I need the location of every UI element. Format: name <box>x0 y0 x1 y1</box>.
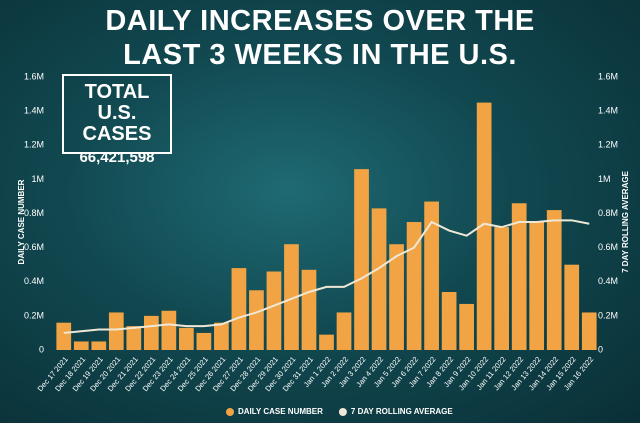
y-tick-label: 0.6M <box>24 242 44 252</box>
bar <box>476 102 492 350</box>
bar <box>56 322 72 350</box>
y2-tick-label: 0.8M <box>598 208 618 218</box>
y-tick-label: 1M <box>31 174 44 184</box>
bar <box>143 315 159 350</box>
y-tick-label: 1.6M <box>24 71 44 81</box>
bar <box>284 244 299 350</box>
total-value: 66,421,598 <box>79 149 155 166</box>
y-tick-label: 0.4M <box>24 276 44 286</box>
bar <box>214 322 229 350</box>
total-label: TOTAL U.S. CASES <box>82 81 152 145</box>
bar <box>91 341 107 350</box>
y2-tick-label: 1M <box>598 174 611 184</box>
bar <box>249 290 264 350</box>
bar <box>546 210 562 350</box>
bar <box>266 271 282 350</box>
chart-title: DAILY INCREASES OVER THE LAST 3 WEEKS IN… <box>105 5 535 71</box>
y2-axis-label: 7 DAY ROLLING AVERAGE <box>621 170 630 272</box>
bar <box>529 222 545 350</box>
y-tick-label: 1.2M <box>24 140 44 150</box>
bar <box>581 312 597 350</box>
y2-tick-label: 0 <box>598 344 603 354</box>
bar <box>196 332 212 350</box>
bar <box>319 334 334 350</box>
y2-tick-label: 0.4M <box>598 276 618 286</box>
bar <box>179 327 194 350</box>
legend-swatch <box>226 408 234 416</box>
bar <box>441 291 457 350</box>
y2-tick-label: 0.2M <box>598 310 618 320</box>
bar <box>336 312 352 350</box>
y-tick-label: 0.8M <box>24 208 44 218</box>
bar <box>389 244 404 350</box>
bar <box>371 208 387 350</box>
bar <box>161 310 177 350</box>
bar <box>301 269 317 350</box>
bar <box>459 303 474 350</box>
bar <box>406 222 422 350</box>
bar <box>494 227 510 350</box>
bar <box>126 326 142 350</box>
bar <box>231 268 247 350</box>
y-axis-label: DAILY CASE NUMBER <box>17 179 26 264</box>
y2-tick-label: 1.6M <box>598 71 618 81</box>
y-tick-label: 0.2M <box>24 310 44 320</box>
bar <box>73 341 89 350</box>
y2-tick-label: 0.6M <box>598 242 618 252</box>
y2-tick-label: 1.2M <box>598 140 618 150</box>
bar <box>354 169 369 350</box>
bar <box>424 201 439 350</box>
y-tick-label: 1.4M <box>24 106 44 116</box>
bar <box>108 312 124 350</box>
legend-swatch <box>338 408 347 416</box>
y-tick-label: 0 <box>39 344 44 354</box>
rolling-average-line <box>63 219 590 334</box>
legend-label: DAILY CASE NUMBER <box>238 407 323 416</box>
bar <box>511 203 527 350</box>
legend-label: 7 DAY ROLLING AVERAGE <box>351 407 453 416</box>
bar <box>564 264 580 350</box>
total-box: TOTAL U.S. CASES 66,421,598 <box>62 74 172 166</box>
y2-tick-label: 1.4M <box>598 106 618 116</box>
